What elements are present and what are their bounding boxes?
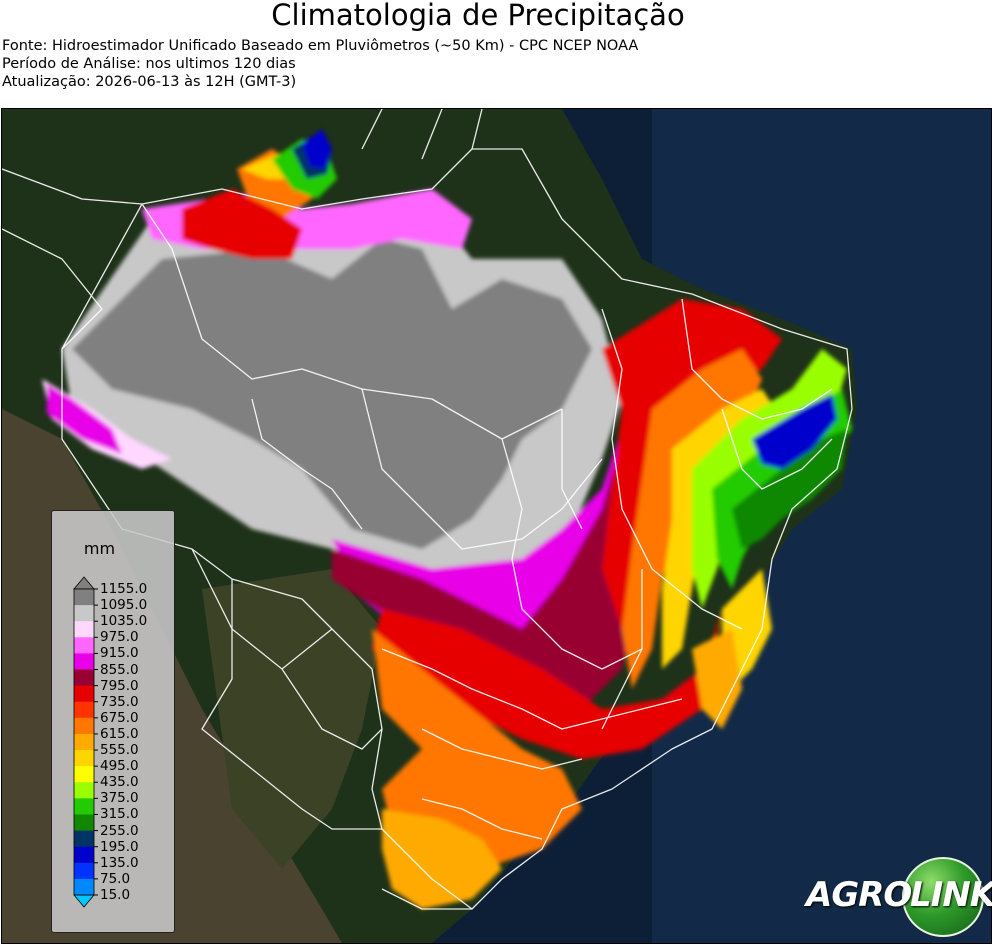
colorbar-tick-label: 255.0 (100, 822, 139, 839)
country-border-southwest (191, 548, 333, 670)
colorbar-tick-label: 795.0 (100, 677, 139, 694)
state-border-7 (381, 648, 683, 730)
colorbar-tick-label: 555.0 (100, 742, 139, 759)
country-border-west (2, 228, 103, 350)
colorbar-segment (74, 830, 94, 848)
colorbar-tick-label: 915.0 (100, 645, 139, 662)
colorbar-tick-label: 435.0 (100, 774, 139, 791)
logo-text-link: LINK (910, 875, 992, 915)
colorbar-segment (74, 685, 94, 703)
colorbar-segment (74, 862, 94, 880)
colorbar-segment (74, 750, 94, 767)
precipitation-field (42, 129, 852, 909)
orange-south (372, 629, 582, 869)
colorbar-tick-label: 1035.0 (100, 613, 148, 630)
colorbar-tick-label: 735.0 (100, 693, 139, 710)
colorbar-bottom-arrow (73, 894, 95, 908)
roraima-blue (302, 129, 332, 169)
amazon-very-high-zone (72, 239, 592, 549)
colorbar-segment (74, 637, 94, 654)
colorbar (73, 576, 98, 908)
country-border-south (201, 579, 382, 830)
colorbar-frame (73, 588, 95, 896)
source-line: Fonte: Hidroestimador Unificado Baseado … (2, 38, 639, 54)
state-border-12 (601, 569, 643, 730)
colorbar-segment (74, 814, 94, 832)
boundaries (2, 109, 853, 910)
brazil-outline (61, 148, 853, 910)
roraima-red (182, 189, 302, 259)
east-coast-orange (692, 629, 742, 729)
colorbar-segment (74, 605, 94, 622)
state-border-2 (361, 388, 603, 550)
logo-text-agro: AGRO (806, 875, 912, 915)
agrolink-logo: AGRO LINK (806, 855, 992, 937)
country-border-guianas (361, 109, 483, 160)
colorbar-tick-label: 195.0 (100, 838, 139, 855)
colorbar-segment (74, 878, 94, 896)
colorbar-segment (74, 846, 94, 864)
state-border-6 (721, 408, 833, 490)
magenta-west (47, 384, 122, 454)
colorbar-tick-label: 75.0 (100, 870, 131, 887)
country-border-uruguay (381, 888, 472, 910)
colorbar-tick-label: 1155.0 (100, 581, 148, 597)
ne-blue (752, 394, 837, 469)
state-border-5 (681, 298, 833, 420)
colorbar-tick-label: 15.0 (100, 887, 131, 903)
country-border-paraguay (281, 668, 383, 750)
colorbar-tick-label: 315.0 (100, 806, 139, 823)
logo-globe (902, 857, 984, 937)
update-line: Atualização: 2026-06-13 às 12H (GMT-3) (2, 74, 297, 90)
colorbar-tick-label: 495.0 (100, 758, 139, 775)
colorbar-segment (74, 782, 94, 799)
state-border-9 (421, 798, 543, 840)
colorbar-segment (74, 669, 94, 687)
state-border-11 (561, 409, 583, 530)
colorbar-segment (74, 653, 94, 671)
legend-unit: mm (83, 539, 116, 558)
red-south (372, 609, 722, 759)
country-border-north (2, 168, 173, 250)
colorbar-top-arrow (73, 576, 95, 590)
map-title: Climatologia de Precipitação (271, 0, 685, 32)
colorbar-tick-label: 135.0 (100, 854, 139, 871)
period-line: Período de Análise: nos ultimos 120 dias (2, 56, 296, 72)
state-border-1 (171, 248, 563, 440)
colorbar-tick-label: 615.0 (100, 725, 139, 742)
colorbar-segment (74, 717, 94, 735)
state-border-4 (601, 308, 743, 630)
chaco-land (202, 569, 382, 869)
colorbar-tick-label: 975.0 (100, 629, 139, 646)
colorbar-tick-label: 855.0 (100, 661, 139, 678)
colorbar-segment (74, 621, 94, 638)
state-border-3 (501, 438, 643, 670)
state-border-10 (251, 398, 363, 530)
colorbar-legend: mm 1155.0 1095.0 1035.0 975.0 915.0 855.0 795.… (51, 510, 175, 933)
colorbar-segment (74, 589, 94, 606)
colorbar-tick-label: 1095.0 (100, 597, 148, 614)
colorbar-segment (74, 798, 94, 815)
colorbar-segment (74, 766, 94, 783)
colorbar-segment (74, 733, 94, 751)
ne-darkgreen (732, 429, 847, 549)
colorbar-tick-label: 675.0 (100, 709, 139, 726)
light-orange-south (382, 809, 502, 909)
colorbar-tick-label: 375.0 (100, 790, 139, 807)
state-border-8 (421, 728, 583, 770)
colorbar-segment (74, 701, 94, 719)
